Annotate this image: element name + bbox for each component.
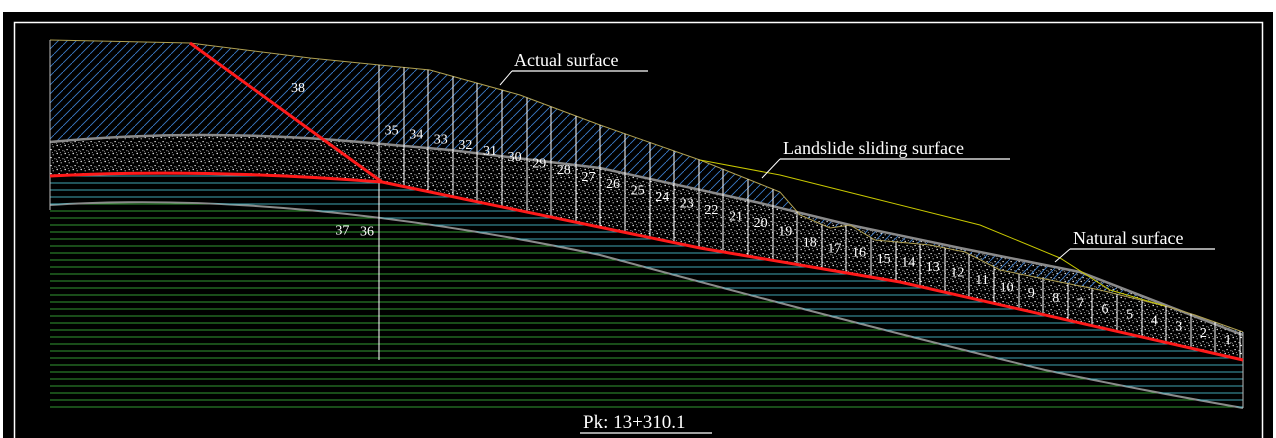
slice-number: 27 xyxy=(581,170,595,185)
slice-number: 18 xyxy=(803,236,817,251)
label-natural-surface: Natural surface xyxy=(1073,228,1183,248)
slice-number: 29 xyxy=(532,156,546,171)
leader-actual-surface-tick xyxy=(499,70,513,86)
slice-number: 34 xyxy=(409,127,423,142)
slice-number: 4 xyxy=(1151,313,1158,328)
slice-number: 35 xyxy=(385,124,399,139)
slice-number: 21 xyxy=(729,210,743,225)
slice-number: 8 xyxy=(1052,291,1059,306)
slice-number: 30 xyxy=(508,150,522,165)
slice-number: 31 xyxy=(483,144,497,159)
slice-number: 25 xyxy=(631,183,645,198)
actual-surface-line xyxy=(49,39,1244,333)
slice-number: 2 xyxy=(1200,326,1207,341)
slice-number: 23 xyxy=(680,197,694,212)
section-label: Pk: 13+310.1 xyxy=(583,412,686,433)
slice-number: 14 xyxy=(901,256,915,271)
slice-number: 10 xyxy=(1000,281,1014,296)
slice-dividers xyxy=(378,64,1241,360)
slice-number: 3 xyxy=(1175,320,1182,335)
slice-number: 28 xyxy=(557,163,571,178)
label-sliding-surface: Landslide sliding surface xyxy=(783,138,964,158)
slice-number: 12 xyxy=(950,265,964,280)
gravel-layer xyxy=(50,135,1243,360)
slide-mass xyxy=(50,40,1243,335)
gravel-top-boundary xyxy=(49,133,1244,337)
slice-number: 6 xyxy=(1102,302,1109,317)
slice-number: 17 xyxy=(827,242,841,257)
slice-number: 22 xyxy=(704,203,718,218)
slice-number: 7 xyxy=(1077,297,1084,312)
label-actual-surface: Actual surface xyxy=(514,50,618,70)
leader-natural-surface-tick xyxy=(1054,248,1071,263)
slice-number: 19 xyxy=(778,224,792,239)
slice-number: 37 xyxy=(335,224,349,239)
leader-sliding-surface-tick xyxy=(761,158,781,179)
slice-number: 15 xyxy=(877,252,891,267)
slice-number: 13 xyxy=(926,260,940,275)
slice-number: 1 xyxy=(1225,333,1232,348)
natural-surface-line xyxy=(699,159,1166,307)
slice-number: 33 xyxy=(434,132,448,147)
slice-number: 26 xyxy=(606,177,620,192)
slice-number: 36 xyxy=(360,225,374,240)
slice-number: 38 xyxy=(291,81,305,96)
slice-number: 32 xyxy=(458,138,472,153)
section-frame xyxy=(13,21,1264,438)
slice-number: 5 xyxy=(1126,308,1133,323)
slice-number: 11 xyxy=(975,273,988,288)
slice-number: 24 xyxy=(655,190,669,205)
slice-number: 20 xyxy=(754,216,768,231)
slice-number: 16 xyxy=(852,245,866,260)
scarp-line xyxy=(189,41,383,184)
weathered-layer xyxy=(50,173,1243,408)
slice-number: 9 xyxy=(1028,286,1035,301)
bedrock-layer xyxy=(50,202,1243,408)
slice-numbers: 1234567891011121314151617181920212223242… xyxy=(291,81,1232,348)
